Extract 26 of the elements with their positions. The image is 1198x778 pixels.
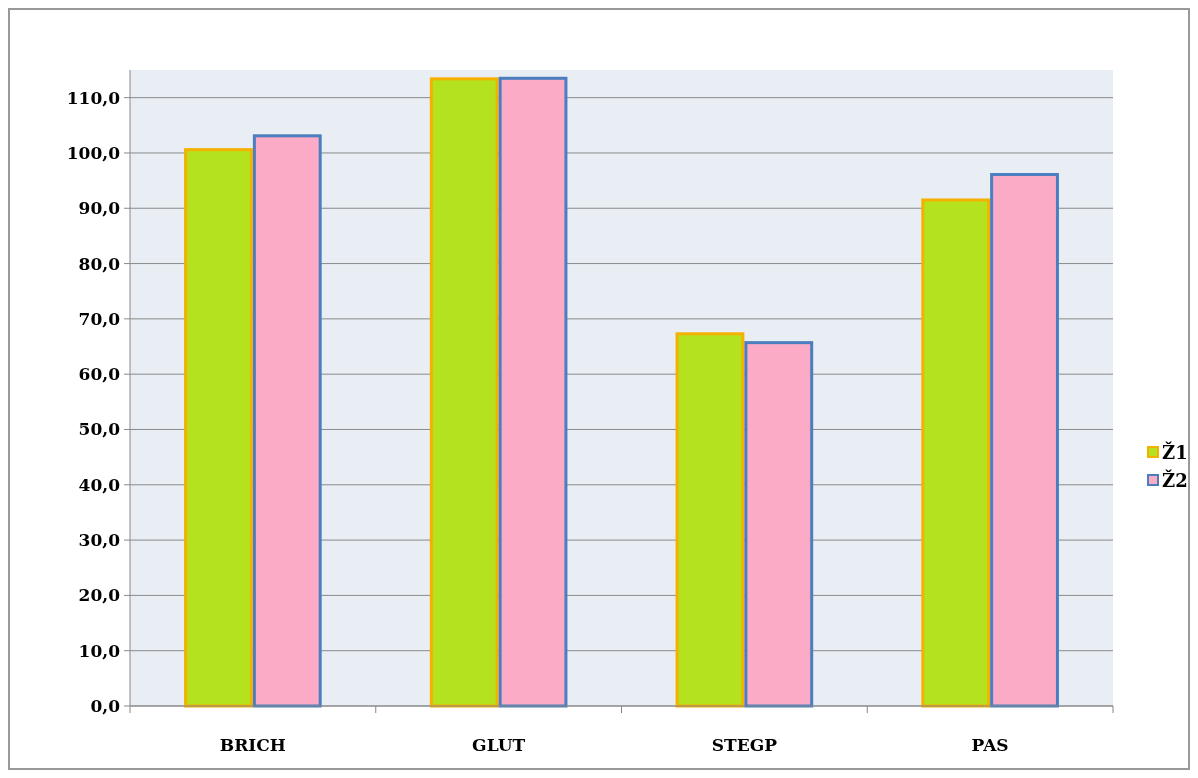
x-tick-label: GLUT <box>472 735 526 755</box>
y-tick-label: 50,0 <box>78 419 121 440</box>
y-tick-label: 70,0 <box>78 308 121 329</box>
bar <box>498 76 568 708</box>
bar <box>990 173 1059 708</box>
y-tick-label: 20,0 <box>78 585 121 606</box>
y-tick-label: 60,0 <box>78 364 121 385</box>
bar <box>744 341 814 708</box>
y-tick-label: 40,0 <box>78 474 121 495</box>
x-tick-label: BRICH <box>219 735 286 755</box>
y-tick-label: 110,0 <box>66 87 121 108</box>
y-tick-label: 90,0 <box>78 198 121 219</box>
bar <box>184 148 253 708</box>
y-tick-label: 10,0 <box>78 640 121 661</box>
legend-label: Ž2 <box>1162 469 1188 492</box>
x-tick-label: PAS <box>971 735 1009 755</box>
y-tick-label: 80,0 <box>78 253 121 274</box>
bar <box>675 332 745 708</box>
y-tick-label: 0,0 <box>90 695 121 716</box>
y-tick-label: 30,0 <box>78 530 121 551</box>
y-tick-label: 100,0 <box>66 142 121 163</box>
x-tick-label: STEGP <box>711 735 778 755</box>
bar <box>252 134 322 708</box>
bar <box>921 198 991 708</box>
bar <box>429 77 499 708</box>
legend-label: Ž1 <box>1162 441 1188 464</box>
